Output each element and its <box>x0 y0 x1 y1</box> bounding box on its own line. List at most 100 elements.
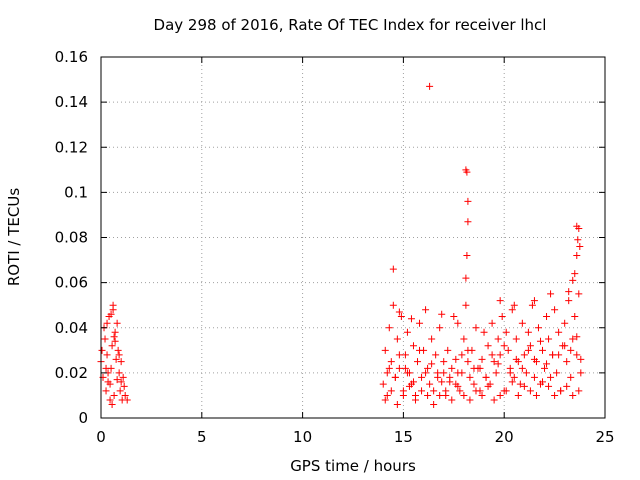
data-point <box>494 360 502 368</box>
data-point <box>110 391 118 399</box>
data-point <box>543 360 551 368</box>
data-point <box>430 400 438 408</box>
data-point <box>478 391 486 399</box>
data-point <box>422 369 430 377</box>
data-point <box>563 382 571 390</box>
data-point <box>452 355 460 363</box>
data-point <box>110 333 118 341</box>
data-point <box>462 301 470 309</box>
data-point <box>102 387 110 395</box>
y-tick-label: 0.14 <box>55 93 88 111</box>
data-point <box>385 324 393 332</box>
data-point <box>103 351 111 359</box>
data-point <box>526 342 534 350</box>
data-point <box>545 382 553 390</box>
data-point <box>577 369 585 377</box>
y-tick-label: 0 <box>78 409 88 427</box>
data-point <box>565 297 573 305</box>
data-point <box>438 378 446 386</box>
data-point <box>561 342 569 350</box>
data-point <box>545 335 553 343</box>
data-point <box>530 373 538 381</box>
data-point <box>436 324 444 332</box>
data-point <box>520 351 528 359</box>
data-point <box>120 382 128 390</box>
data-point <box>551 391 559 399</box>
data-point <box>438 310 446 318</box>
data-point <box>464 346 472 354</box>
data-point <box>116 387 124 395</box>
data-point <box>393 335 401 343</box>
data-point <box>510 373 518 381</box>
x-tick-label: 0 <box>96 428 106 446</box>
data-point <box>484 342 492 350</box>
data-point <box>387 387 395 395</box>
data-point <box>500 342 508 350</box>
data-point <box>403 328 411 336</box>
y-tick-label: 0.12 <box>55 138 88 156</box>
data-point <box>496 391 504 399</box>
data-point <box>555 328 563 336</box>
data-point <box>547 290 555 298</box>
data-point <box>563 358 571 366</box>
data-point <box>472 324 480 332</box>
data-point <box>567 346 575 354</box>
data-point <box>109 301 117 309</box>
data-point <box>104 378 112 386</box>
data-point <box>553 369 561 377</box>
x-tick-label: 25 <box>595 428 614 446</box>
data-point <box>436 391 444 399</box>
data-point <box>555 351 563 359</box>
data-point <box>575 224 583 232</box>
data-point <box>530 297 538 305</box>
data-point <box>490 396 498 404</box>
data-point <box>526 387 534 395</box>
data-point <box>575 290 583 298</box>
data-point <box>422 306 430 314</box>
data-point <box>108 400 116 408</box>
data-point <box>115 351 123 359</box>
data-point <box>520 382 528 390</box>
data-point <box>528 301 536 309</box>
data-point <box>397 312 405 320</box>
data-point <box>418 387 426 395</box>
data-point <box>416 319 424 327</box>
data-point <box>464 358 472 366</box>
data-point <box>472 387 480 395</box>
data-point <box>103 319 111 327</box>
data-point <box>482 373 490 381</box>
data-point <box>463 168 471 176</box>
data-point <box>514 391 522 399</box>
data-point <box>389 301 397 309</box>
data-point <box>569 391 577 399</box>
data-point <box>450 312 458 320</box>
data-point <box>416 346 424 354</box>
data-point <box>381 396 389 404</box>
data-point <box>508 378 516 386</box>
data-point <box>518 364 526 372</box>
data-point <box>573 252 581 260</box>
data-point <box>454 319 462 327</box>
data-point <box>488 351 496 359</box>
axis-ticks <box>100 56 606 419</box>
data-point <box>381 346 389 354</box>
y-axis-label: ROTI / TECUs <box>5 188 23 286</box>
data-point <box>502 328 510 336</box>
data-point <box>561 319 569 327</box>
data-point <box>101 335 109 343</box>
data-point <box>405 382 413 390</box>
y-tick-labels: 0 0.02 0.04 0.06 0.08 0.1 0.12 0.14 0.16 <box>55 48 88 427</box>
data-point <box>448 364 456 372</box>
data-point <box>395 351 403 359</box>
data-point <box>476 364 484 372</box>
data-point <box>567 373 575 381</box>
y-tick-label: 0.06 <box>55 274 88 292</box>
data-point <box>409 342 417 350</box>
data-point <box>470 380 478 388</box>
data-point <box>111 337 119 345</box>
data-point <box>534 324 542 332</box>
data-point <box>383 391 391 399</box>
data-point <box>496 351 504 359</box>
data-point <box>463 252 471 260</box>
data-point <box>123 396 131 404</box>
